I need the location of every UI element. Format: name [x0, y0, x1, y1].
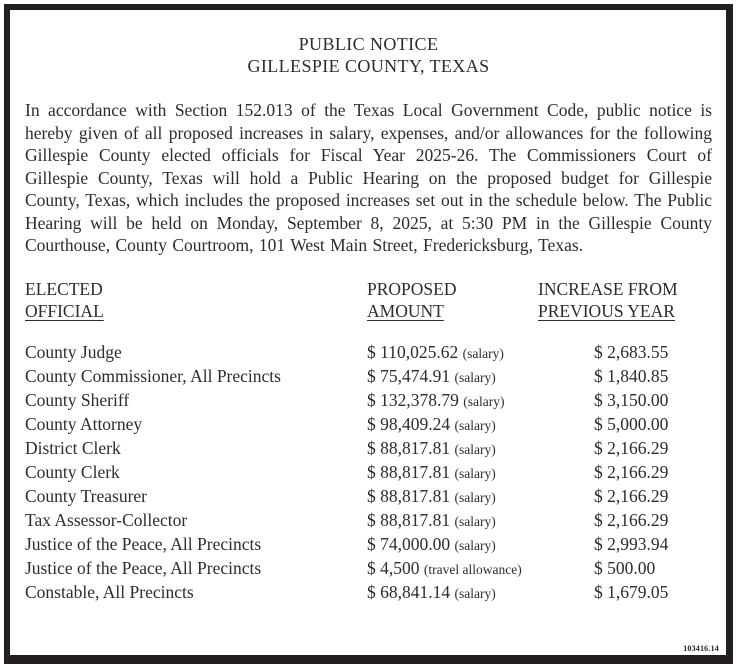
- header-proposed-amount: PROPOSED AMOUNT: [367, 278, 538, 322]
- increase-cell: $ 2,166.29: [594, 509, 669, 530]
- official-cell: District Clerk: [25, 437, 121, 458]
- amount-cell: $ 88,817.81 (salary): [367, 461, 538, 485]
- amount-note: (salary): [454, 417, 496, 433]
- amount-value: $ 68,841.14: [367, 581, 455, 602]
- increase-cell: $ 1,679.05: [594, 581, 669, 602]
- amount-cell: $ 88,817.81 (salary): [367, 485, 538, 509]
- salary-table: ELECTED OFFICIAL PROPOSED AMOUNT INCREAS…: [25, 278, 712, 605]
- increase-cell: $ 3,150.00: [594, 389, 669, 410]
- amount-value: $ 88,817.81: [367, 509, 455, 530]
- official-cell: County Commissioner, All Precincts: [25, 365, 281, 386]
- notice-title-block: PUBLIC NOTICE GILLESPIE COUNTY, TEXAS: [25, 33, 712, 77]
- amount-cell: $ 74,000.00 (salary): [367, 533, 538, 557]
- official-cell: County Judge: [25, 341, 122, 362]
- amount-value: $ 75,474.91: [367, 365, 455, 386]
- header-proposed-line1: PROPOSED: [367, 278, 457, 299]
- amount-value: $ 98,409.24: [367, 413, 455, 434]
- increase-cell: $ 2,166.29: [594, 485, 669, 506]
- official-cell: Tax Assessor-Collector: [25, 509, 188, 530]
- table-row: County Attorney $ 98,409.24 (salary) $ 5,0…: [25, 413, 712, 437]
- amount-note: (salary): [454, 513, 496, 529]
- amount-value: $ 132,378.79: [367, 389, 464, 410]
- header-increase-line1: INCREASE FROM: [538, 278, 678, 299]
- amount-value: $ 110,025.62: [367, 341, 463, 362]
- table-row: Constable, All Precincts $ 68,841.14 (sal…: [25, 581, 712, 605]
- amount-note: (salary): [454, 441, 496, 457]
- table-row: County Commissioner, All Precincts $ 75,4…: [25, 365, 712, 389]
- amount-cell: $ 75,474.91 (salary): [367, 365, 538, 389]
- amount-cell: $ 88,817.81 (salary): [367, 509, 538, 533]
- notice-title-line1: PUBLIC NOTICE: [298, 34, 439, 54]
- salary-table-body: County Judge $ 110,025.62 (salary) $ 2,683…: [25, 341, 712, 605]
- salary-table-header-row: ELECTED OFFICIAL PROPOSED AMOUNT INCREAS…: [25, 278, 712, 322]
- amount-cell: $ 98,409.24 (salary): [367, 413, 538, 437]
- official-cell: Justice of the Peace, All Precincts: [25, 557, 262, 578]
- increase-cell: $ 2,166.29: [594, 461, 669, 482]
- table-row: County Judge $ 110,025.62 (salary) $ 2,683…: [25, 341, 712, 365]
- amount-note: (salary): [454, 489, 496, 505]
- amount-value: $ 74,000.00: [367, 533, 455, 554]
- header-elected-line1: ELECTED: [25, 278, 103, 299]
- table-row: County Sheriff $ 132,378.79 (salary) $ 3,1…: [25, 389, 712, 413]
- increase-cell: $ 5,000.00: [594, 413, 669, 434]
- increase-cell: $ 2,166.29: [594, 437, 669, 458]
- amount-note: (salary): [454, 465, 496, 481]
- amount-value: $ 88,817.81: [367, 485, 455, 506]
- official-cell: County Attorney: [25, 413, 143, 434]
- amount-note: (salary): [462, 345, 504, 361]
- table-row: Justice of the Peace, All Precincts $ 4,5…: [25, 557, 712, 581]
- increase-cell: $ 2,683.55: [594, 341, 669, 362]
- amount-note: (salary): [454, 369, 496, 385]
- notice-border-frame: PUBLIC NOTICE GILLESPIE COUNTY, TEXAS In…: [4, 4, 733, 664]
- official-cell: Justice of the Peace, All Precincts: [25, 533, 262, 554]
- table-row: Tax Assessor-Collector $ 88,817.81 (salar…: [25, 509, 712, 533]
- table-row: Justice of the Peace, All Precincts $ 74,…: [25, 533, 712, 557]
- amount-cell: $ 4,500 (travel allowance): [367, 557, 538, 581]
- amount-note: (salary): [454, 537, 496, 553]
- amount-value: $ 4,500: [367, 557, 424, 578]
- amount-cell: $ 68,841.14 (salary): [367, 581, 538, 605]
- header-increase-previous-year: INCREASE FROM PREVIOUS YEAR: [538, 278, 712, 322]
- table-row: County Treasurer $ 88,817.81 (salary) $ 2,…: [25, 485, 712, 509]
- amount-note: (salary): [454, 585, 496, 601]
- official-cell: County Clerk: [25, 461, 120, 482]
- table-row: District Clerk $ 88,817.81 (salary) $ 2,16…: [25, 437, 712, 461]
- official-cell: County Treasurer: [25, 485, 148, 506]
- amount-note: (salary): [463, 393, 505, 409]
- amount-value: $ 88,817.81: [367, 437, 455, 458]
- notice-body-paragraph: In accordance with Section 152.013 of th…: [25, 100, 712, 255]
- amount-cell: $ 110,025.62 (salary): [367, 341, 538, 365]
- official-cell: Constable, All Precincts: [25, 581, 194, 602]
- document-id: 103416.14: [683, 644, 719, 653]
- amount-note: (travel allowance): [423, 561, 522, 577]
- header-proposed-line2: AMOUNT: [367, 300, 444, 321]
- header-elected-official: ELECTED OFFICIAL: [25, 278, 367, 322]
- increase-cell: $ 2,993.94: [594, 533, 669, 554]
- notice-title-line2: GILLESPIE COUNTY, TEXAS: [247, 56, 490, 76]
- increase-cell: $ 500.00: [594, 557, 656, 578]
- amount-value: $ 88,817.81: [367, 461, 455, 482]
- header-increase-line2: PREVIOUS YEAR: [538, 300, 675, 321]
- official-cell: County Sheriff: [25, 389, 130, 410]
- table-row: County Clerk $ 88,817.81 (salary) $ 2,166.…: [25, 461, 712, 485]
- header-elected-line2: OFFICIAL: [25, 300, 104, 321]
- amount-cell: $ 132,378.79 (salary): [367, 389, 538, 413]
- increase-cell: $ 1,840.85: [594, 365, 669, 386]
- amount-cell: $ 88,817.81 (salary): [367, 437, 538, 461]
